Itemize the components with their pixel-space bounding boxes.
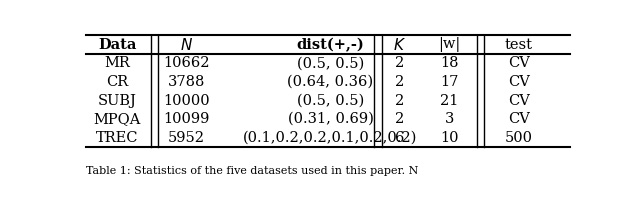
Text: Table 1: Statistics of the five datasets used in this paper. N: Table 1: Statistics of the five datasets… <box>86 166 419 176</box>
Text: CV: CV <box>508 112 530 126</box>
Text: Data: Data <box>98 38 136 52</box>
Text: SUBJ: SUBJ <box>98 93 136 108</box>
Text: dist(+,-): dist(+,-) <box>296 38 364 52</box>
Text: (0.64, 0.36): (0.64, 0.36) <box>287 75 374 89</box>
Text: 3788: 3788 <box>168 75 205 89</box>
Text: 6: 6 <box>396 131 404 145</box>
Text: 2: 2 <box>396 93 404 108</box>
Text: 5952: 5952 <box>168 131 205 145</box>
Text: CV: CV <box>508 75 530 89</box>
Text: 3: 3 <box>445 112 454 126</box>
Text: 2: 2 <box>396 112 404 126</box>
Text: 10000: 10000 <box>163 93 210 108</box>
Text: (0.1,0.2,0.2,0.1,0.2,0.2): (0.1,0.2,0.2,0.1,0.2,0.2) <box>243 131 418 145</box>
Text: 10: 10 <box>440 131 459 145</box>
Text: 18: 18 <box>440 56 459 70</box>
Text: TREC: TREC <box>96 131 138 145</box>
Text: CV: CV <box>508 93 530 108</box>
Text: 21: 21 <box>440 93 459 108</box>
Text: MR: MR <box>104 56 130 70</box>
Text: 2: 2 <box>396 75 404 89</box>
Text: MPQA: MPQA <box>93 112 141 126</box>
Text: 17: 17 <box>440 75 459 89</box>
Text: test: test <box>505 38 533 52</box>
Text: $N$: $N$ <box>180 37 193 53</box>
Text: $K$: $K$ <box>394 37 406 53</box>
Text: (0.31, 0.69): (0.31, 0.69) <box>287 112 373 126</box>
Text: (0.5, 0.5): (0.5, 0.5) <box>297 56 364 70</box>
Text: CV: CV <box>508 56 530 70</box>
Text: 10099: 10099 <box>163 112 210 126</box>
Text: 10662: 10662 <box>163 56 210 70</box>
Text: (0.5, 0.5): (0.5, 0.5) <box>297 93 364 108</box>
Text: 500: 500 <box>505 131 533 145</box>
Text: CR: CR <box>106 75 128 89</box>
Text: |w|: |w| <box>438 37 461 52</box>
Text: 2: 2 <box>396 56 404 70</box>
